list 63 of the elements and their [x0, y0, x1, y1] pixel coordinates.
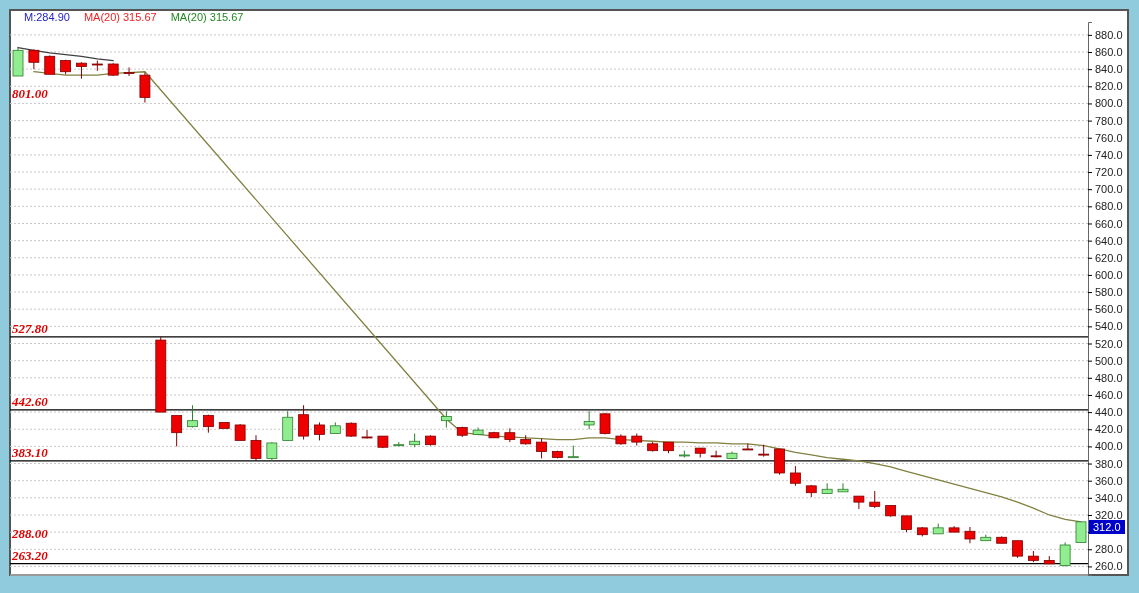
candlestick: [853, 495, 865, 510]
candlestick: [123, 66, 135, 77]
candlestick: [536, 438, 547, 459]
y-tick-label: 820.0: [1095, 80, 1123, 93]
candlestick: [44, 54, 56, 75]
y-tick-label: 480.0: [1095, 371, 1123, 384]
y-tick-label: 540.0: [1095, 320, 1123, 333]
y-tick-label: 760.0: [1095, 131, 1123, 144]
y-tick-label: 800.0: [1095, 97, 1123, 110]
y-tick-label: 280.0: [1095, 543, 1123, 556]
candlestick: [266, 441, 278, 462]
y-tick-label: 720.0: [1095, 166, 1123, 179]
ref-line-label: 263.20: [11, 547, 49, 563]
ref-line-label: 383.10: [11, 444, 49, 460]
y-tick-label: 620.0: [1095, 251, 1123, 264]
candlestick: [821, 482, 833, 495]
y-tick-label: 680.0: [1095, 200, 1123, 213]
candlestick: [250, 434, 262, 462]
y-tick-label: 660.0: [1095, 217, 1123, 230]
candlestick: [187, 404, 198, 429]
candlestick: [710, 450, 722, 459]
y-tick-label: 460.0: [1095, 388, 1123, 401]
y-tick-label: 360.0: [1095, 474, 1123, 487]
candlestick: [139, 72, 151, 104]
y-tick-label: 420.0: [1095, 423, 1123, 436]
line-series: [17, 47, 114, 62]
y-tick-label: 700.0: [1095, 183, 1123, 196]
y-tick-label: 640.0: [1095, 234, 1123, 247]
candlestick: [1059, 541, 1071, 567]
candlestick: [28, 48, 40, 70]
candlestick: [171, 415, 183, 447]
ref-line-label: 527.80: [12, 320, 49, 336]
y-tick-label: 740.0: [1095, 148, 1123, 161]
y-tick-label: 580.0: [1095, 286, 1123, 299]
annotation: MA(20) 315.67: [170, 11, 244, 23]
candlestick: [774, 448, 785, 476]
y-tick-label: 260.0: [1095, 560, 1123, 573]
candlestick: [583, 410, 595, 430]
y-tick-label: 860.0: [1095, 46, 1123, 59]
candlestick: [837, 482, 849, 493]
y-tick-label: 380.0: [1095, 457, 1123, 470]
y-tick-label: 340.0: [1095, 491, 1123, 504]
y-tick-label: 320.0: [1095, 509, 1123, 521]
candlestick: [361, 429, 373, 440]
annotation: MA(20) 315.67: [83, 11, 157, 23]
candlestick: [298, 404, 309, 441]
y-tick-label: 520.0: [1095, 337, 1123, 350]
candlestick: [314, 421, 325, 441]
ref-line-label: 442.60: [11, 393, 49, 409]
y-tick-label: 840.0: [1095, 63, 1123, 76]
text: 312.0: [1093, 521, 1121, 533]
candlestick: [282, 410, 294, 441]
y-tick-label: 440.0: [1095, 406, 1123, 419]
y-tick-label: 560.0: [1095, 303, 1123, 316]
annotation: 801.00: [12, 86, 49, 101]
annotation: 288.00: [11, 526, 49, 541]
y-tick-label: 500.0: [1095, 354, 1123, 367]
annotation: M:284.90: [24, 11, 70, 23]
candlestick: [790, 465, 801, 487]
y-tick-label: 400.0: [1095, 440, 1123, 453]
y-tick-label: 600.0: [1095, 268, 1123, 281]
y-tick-label: 780.0: [1095, 114, 1123, 127]
y-tick-label: 880.0: [1095, 28, 1123, 41]
